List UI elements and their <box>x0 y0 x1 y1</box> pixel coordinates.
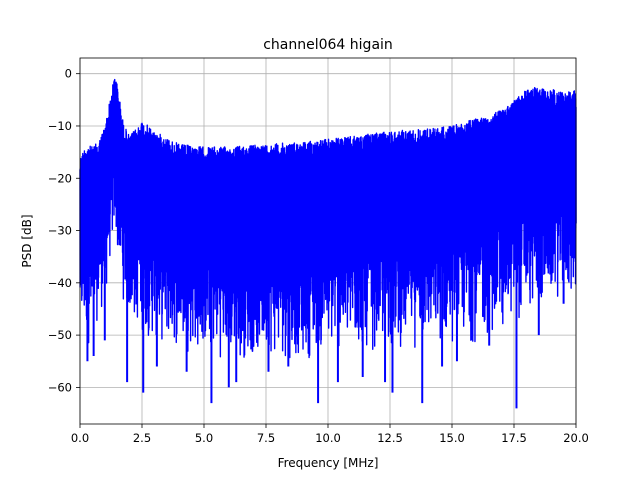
y-tick-label: −40 <box>48 276 72 290</box>
y-tick-label: 0 <box>65 67 72 81</box>
x-tick-label: 17.5 <box>501 431 527 445</box>
x-tick-label: 5.0 <box>195 431 213 445</box>
x-tick-label: 12.5 <box>377 431 403 445</box>
x-axis-label: Frequency [MHz] <box>278 456 379 470</box>
chart-title: channel064 higain <box>263 37 393 53</box>
y-tick-label: −20 <box>48 171 72 185</box>
psd-trace <box>79 78 577 360</box>
x-tick-label: 7.5 <box>257 431 275 445</box>
x-axis-ticks: 0.0 2.5 5.0 7.5 10.0 12.5 15.0 17.5 20.0 <box>71 424 589 445</box>
y-axis-ticks: 0 −10 −20 −30 −40 −50 −60 <box>48 67 80 394</box>
y-tick-label: −10 <box>48 119 72 133</box>
x-tick-label: 2.5 <box>133 431 151 445</box>
y-tick-label: −30 <box>48 224 72 238</box>
x-tick-label: 10.0 <box>315 431 341 445</box>
x-tick-label: 0.0 <box>71 431 89 445</box>
psd-series <box>79 78 577 409</box>
x-tick-label: 20.0 <box>563 431 589 445</box>
y-tick-label: −60 <box>48 380 72 394</box>
y-axis-label: PSD [dB] <box>20 214 34 267</box>
y-tick-label: −50 <box>48 328 72 342</box>
x-tick-label: 15.0 <box>439 431 465 445</box>
